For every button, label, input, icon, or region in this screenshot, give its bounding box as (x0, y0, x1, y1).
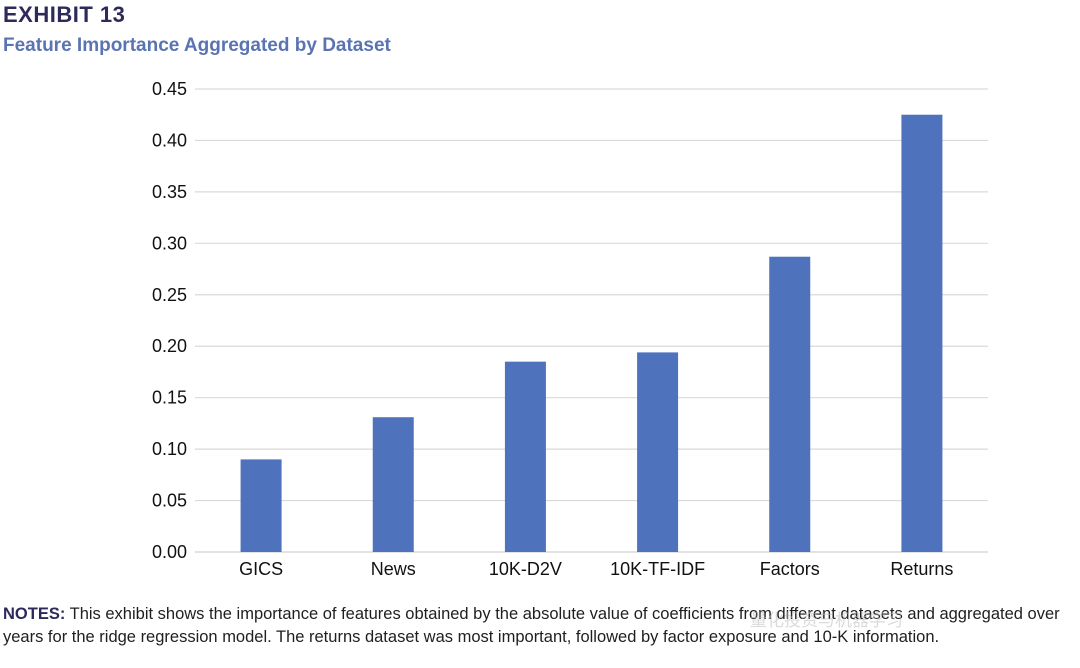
notes: NOTES: This exhibit shows the importance… (3, 603, 1077, 649)
x-tick-label: Returns (890, 559, 953, 579)
x-tick-label: Factors (760, 559, 820, 579)
bars (240, 114, 943, 552)
y-axis-ticks: 0.00 0.05 0.10 0.15 0.20 0.25 0.30 0.35 0.40 0.45 (152, 79, 187, 562)
notes-text: This exhibit shows the importance of fea… (3, 605, 1060, 646)
y-tick-label: 0.10 (152, 439, 187, 459)
y-tick-label: 0.45 (152, 79, 187, 99)
x-axis-labels: GICS News 10K-D2V 10K-TF-IDF Factors Returns (239, 559, 953, 579)
bar-10k-tf-idf (637, 352, 679, 552)
y-tick-label: 0.20 (152, 336, 187, 356)
x-tick-label: 10K-TF-IDF (610, 559, 705, 579)
y-tick-label: 0.15 (152, 388, 187, 408)
bar-chart: 0.00 0.05 0.10 0.15 0.20 0.25 0.30 0.35 0.40 0.45… (152, 79, 988, 579)
bar-news (372, 417, 414, 552)
bar-gics (240, 459, 282, 552)
bar-returns (901, 114, 943, 552)
y-tick-label: 0.05 (152, 491, 187, 511)
watermark: 量化投资与机器学习 (750, 611, 903, 631)
y-tick-label: 0.30 (152, 233, 187, 253)
x-tick-label: 10K-D2V (489, 559, 562, 579)
notes-label: NOTES: (3, 605, 66, 623)
gridlines (195, 88, 988, 553)
chart-title: Feature Importance Aggregated by Dataset (3, 35, 391, 56)
y-tick-label: 0.35 (152, 182, 187, 202)
y-tick-label: 0.00 (152, 542, 187, 562)
exhibit-number: EXHIBIT 13 (3, 2, 126, 27)
bar-10k-d2v (504, 361, 546, 552)
x-tick-label: News (371, 559, 416, 579)
x-tick-label: GICS (239, 559, 283, 579)
y-tick-label: 0.25 (152, 285, 187, 305)
y-tick-label: 0.40 (152, 130, 187, 150)
bar-factors (769, 256, 811, 552)
